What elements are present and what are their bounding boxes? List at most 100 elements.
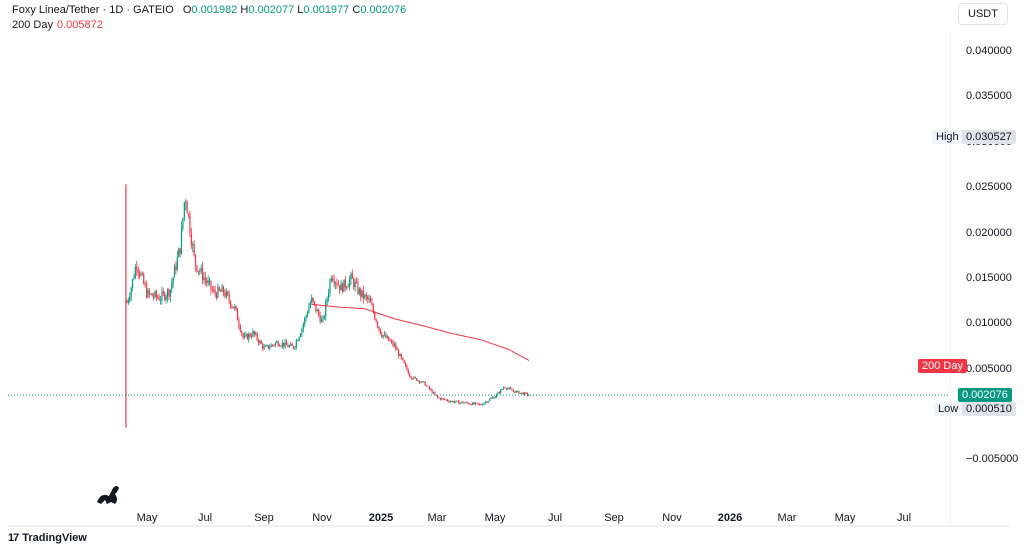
candle-body xyxy=(416,378,418,381)
candle-body xyxy=(509,387,512,389)
candle-body xyxy=(220,290,222,292)
candle-body xyxy=(474,402,477,405)
candle-body xyxy=(420,382,422,383)
candle-body xyxy=(277,341,279,346)
candle-body xyxy=(154,291,156,297)
open-label: O xyxy=(182,4,192,16)
candle-body xyxy=(347,286,349,288)
candle-body xyxy=(473,402,475,405)
candle-body xyxy=(437,395,439,398)
candle-body xyxy=(463,402,465,404)
candle-body xyxy=(257,339,260,344)
candle-body xyxy=(516,390,519,392)
candle-body xyxy=(180,228,183,254)
candle-body xyxy=(399,354,401,357)
candle-body xyxy=(490,398,492,400)
time-tick-label: Jul xyxy=(197,512,213,524)
candle-body xyxy=(368,298,370,300)
candle-body xyxy=(138,272,141,276)
high-tag-value: 0.030527 xyxy=(962,129,1016,144)
candle-body xyxy=(185,201,187,203)
candle-body xyxy=(528,395,530,396)
candle-body xyxy=(432,392,435,394)
candle-body xyxy=(332,278,334,281)
candle-body xyxy=(246,334,248,340)
candle-body xyxy=(159,300,162,301)
candle-body xyxy=(364,294,366,299)
candle-body xyxy=(252,331,254,337)
candle-body xyxy=(385,334,387,338)
time-tick-label: Jul xyxy=(896,512,912,524)
candle-body xyxy=(410,376,412,379)
time-tick-label: 2025 xyxy=(368,512,394,524)
candle-body xyxy=(469,404,471,405)
close-label: C xyxy=(352,4,361,16)
candle-body xyxy=(228,294,230,301)
candle-body xyxy=(403,359,405,364)
candle-body xyxy=(392,341,394,346)
candle-body xyxy=(267,345,269,349)
candle-body xyxy=(295,340,297,347)
candle-body xyxy=(375,318,377,322)
candle-body xyxy=(276,341,278,344)
candle-body xyxy=(187,213,190,215)
high-value: 0.002077 xyxy=(248,4,295,16)
candle-body xyxy=(243,335,246,338)
low-value: 0.001977 xyxy=(303,4,350,16)
candle-body xyxy=(393,344,395,346)
candle-body xyxy=(225,291,227,297)
candle-body xyxy=(383,334,386,336)
candle-body xyxy=(172,277,174,284)
candle-body xyxy=(165,296,167,300)
candle-body xyxy=(206,280,208,284)
candle-body xyxy=(498,392,500,394)
candle-body xyxy=(151,293,153,297)
candle-body xyxy=(320,319,323,323)
candle-body xyxy=(455,400,457,402)
candle-body xyxy=(340,283,342,291)
open-value: 0.001982 xyxy=(191,4,238,16)
candle-body xyxy=(224,292,226,297)
price-tick-label: 0.020000 xyxy=(966,226,1012,239)
ma-legend-label: 200 Day xyxy=(12,19,53,31)
candle-body xyxy=(413,377,415,379)
candle-body xyxy=(176,256,178,270)
candle-body xyxy=(476,402,478,404)
candle-body xyxy=(269,347,271,349)
candle-body xyxy=(389,340,391,342)
candle-body xyxy=(424,381,426,386)
candle-body xyxy=(448,400,450,402)
candle-body xyxy=(336,282,338,285)
candle-body xyxy=(459,402,461,404)
candle-body xyxy=(423,381,425,383)
candle-body xyxy=(256,333,258,340)
ma-legend[interactable]: 200 Day 0.005872 xyxy=(12,19,103,31)
price-tick-label: 0.015000 xyxy=(966,271,1012,284)
candle-body xyxy=(497,392,499,395)
candle-body xyxy=(150,293,152,295)
candle-body xyxy=(264,345,267,347)
close-value: 0.002076 xyxy=(360,4,407,16)
tradingview-brand[interactable]: 17 TradingView xyxy=(8,532,87,544)
candle-body xyxy=(304,318,306,325)
ma-200-line xyxy=(311,303,530,361)
candle-body xyxy=(326,298,328,302)
time-tick-label: Mar xyxy=(427,512,447,524)
candle-body xyxy=(427,385,429,387)
candle-body xyxy=(494,396,496,399)
candle-body xyxy=(133,277,135,280)
candle-body xyxy=(470,404,472,405)
candle-body xyxy=(260,340,262,344)
candle-body xyxy=(504,387,506,389)
candle-body xyxy=(480,404,482,406)
currency-button[interactable]: USDT xyxy=(958,3,1008,25)
candle-body xyxy=(430,388,432,390)
candle-body xyxy=(404,363,407,366)
symbol-title[interactable]: Foxy Linea/Tether · 1D · GATEIO xyxy=(12,4,174,16)
candle-body xyxy=(357,282,359,294)
candle-body xyxy=(201,267,204,280)
price-tick-label: 0.005000 xyxy=(966,362,1012,375)
candle-body xyxy=(238,320,240,326)
